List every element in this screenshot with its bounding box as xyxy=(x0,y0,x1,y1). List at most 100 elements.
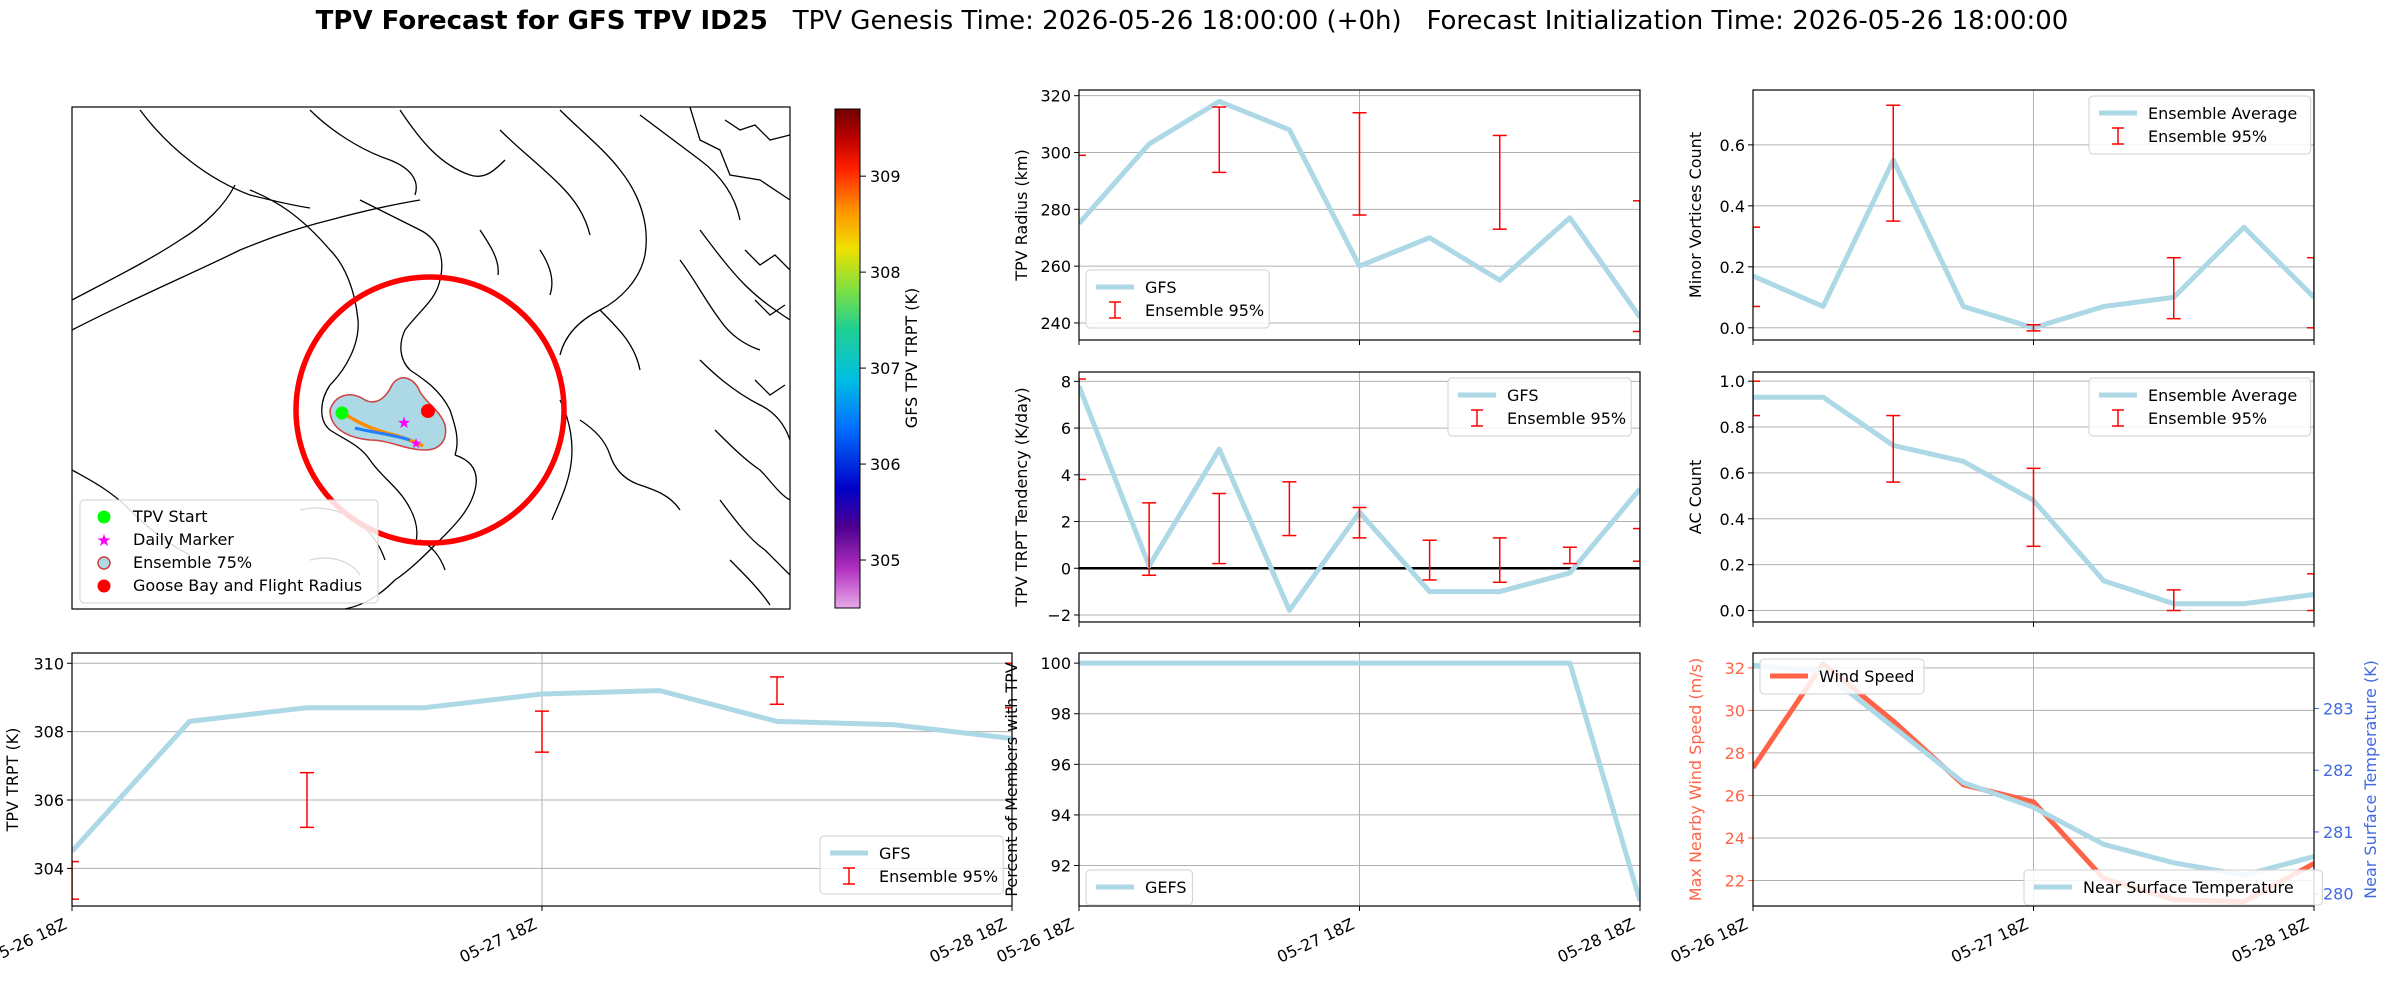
colorbar-tick-label: 309 xyxy=(870,167,901,186)
legend-label: Ensemble Average xyxy=(2148,104,2297,123)
y-tick-label: 280 xyxy=(1040,200,1071,219)
y-tick-label: 308 xyxy=(33,723,64,742)
y-axis-label: Percent of Members with TPV xyxy=(1002,662,1021,896)
plot-area xyxy=(1079,98,1640,333)
panel-tendency: −2 0 2 4 6 8 TPV TRPT Tendency (K/day) GFS Ensem… xyxy=(1012,371,1641,627)
title-init: Forecast Initialization Time: 2026-05-26… xyxy=(1426,6,2069,36)
plot-area xyxy=(72,662,1012,900)
y-axis-label: TPV Radius (km) xyxy=(1012,149,1031,282)
x-tick-label: 05-28 18Z xyxy=(2229,914,2312,966)
y-tick-label: 310 xyxy=(33,654,64,673)
axes-frame xyxy=(1078,371,1641,623)
x-tick-label: 05-27 18Z xyxy=(1948,914,2031,966)
y-tick-label: 0.0 xyxy=(1720,319,1745,338)
colorbar-tick-label: 307 xyxy=(870,359,901,378)
legend-label: GEFS xyxy=(1145,878,1187,897)
title-main: TPV Forecast for GFS TPV ID25 xyxy=(315,6,768,36)
y-tick-label: 6 xyxy=(1061,419,1071,438)
y-tick-label: 240 xyxy=(1040,314,1071,333)
y-tick-label: 94 xyxy=(1051,806,1071,825)
tpv-track: ★ ★ xyxy=(293,274,567,546)
y-tick-label: 1.0 xyxy=(1720,372,1745,391)
y-tick-label: 260 xyxy=(1040,257,1071,276)
legend: Wind Speed xyxy=(1759,658,1925,695)
legend: Ensemble Average Ensemble 95% xyxy=(2088,95,2312,155)
legend: GFS Ensemble 95% xyxy=(1447,377,1632,437)
grid xyxy=(1078,653,1641,906)
legend-frame xyxy=(1759,658,1925,695)
y-tick-label: 26 xyxy=(1725,786,1745,805)
plot-area xyxy=(1753,380,2314,612)
y-tick-label: 306 xyxy=(33,791,64,810)
y-tick-label: 96 xyxy=(1051,755,1071,774)
x-tick-label: 05-28 18Z xyxy=(1555,914,1638,966)
y-tick-label: 300 xyxy=(1040,144,1071,163)
y-tick-label: 320 xyxy=(1040,87,1071,106)
y-tick-label: 0.8 xyxy=(1720,418,1745,437)
legend: Near Surface Temperature xyxy=(2023,869,2323,906)
y-tick-label: 2 xyxy=(1061,513,1071,532)
legend-label: GFS xyxy=(879,844,910,863)
legend-label: Wind Speed xyxy=(1819,667,1914,686)
x-tick-label: 05-27 18Z xyxy=(1274,914,1357,966)
daily-marker-2: ★ xyxy=(410,436,423,452)
y-tick-label: 22 xyxy=(1725,871,1745,890)
legend-tpv-start-swatch xyxy=(97,510,111,524)
panel-percent: 92 94 96 98 100 05-26 18Z 05-27 18Z 05-28 18Z Pe… xyxy=(994,652,1641,967)
colorbar-label: GFS TPV TRPT (K) xyxy=(902,288,921,428)
y-tick-label: 92 xyxy=(1051,857,1071,876)
panel-minor: 0.0 0.2 0.4 0.6 Minor Vortices Count Ensemble… xyxy=(1686,89,2315,345)
y-right-tick-label: 280 xyxy=(2323,885,2354,904)
y-right-axis-label: Near Surface Temperature (K) xyxy=(2361,660,2380,899)
legend-daily-marker-swatch: ★ xyxy=(96,531,111,551)
panel-wind_temp: 22 24 26 28 30 32 05-26 18Z 05-27 18Z 05-28 18Z M… xyxy=(1668,652,2380,967)
plot-area xyxy=(1753,104,2314,332)
y-tick-label: 0.6 xyxy=(1720,136,1745,155)
figure-title: TPV Forecast for GFS TPV ID25 TPV Genesi… xyxy=(0,6,2384,36)
legend-label: Ensemble 95% xyxy=(1507,409,1626,428)
y-axis-label: Minor Vortices Count xyxy=(1686,132,1705,298)
y-tick-label: 0.0 xyxy=(1720,602,1745,621)
axes-frame xyxy=(1752,89,2315,341)
y-axis-label: TPV TRPT (K) xyxy=(3,728,22,833)
legend-goose-bay-swatch xyxy=(97,579,111,593)
panel-radius: 240 260 280 300 320 TPV Radius (km) GFS Ensembl… xyxy=(1012,87,1641,345)
legend-label: Ensemble 95% xyxy=(2148,409,2267,428)
y-tick-label: 0.2 xyxy=(1720,556,1745,575)
y-axis-label: TPV TRPT Tendency (K/day) xyxy=(1012,387,1031,607)
y-tick-label: 0 xyxy=(1061,559,1071,578)
map-coastlines xyxy=(72,107,790,609)
colorbar-tick-label: 305 xyxy=(870,551,901,570)
axes-frame xyxy=(1078,89,1641,341)
y-tick-label: 24 xyxy=(1725,829,1745,848)
axes-frame xyxy=(1752,652,2315,907)
y-tick-label: 98 xyxy=(1051,705,1071,724)
x-tick-label: 05-26 18Z xyxy=(1668,914,1751,966)
legend-label: Ensemble 95% xyxy=(2148,127,2267,146)
map-panel: ★ ★ TPV Start ★ Daily Marker Ensemble 75… xyxy=(71,106,791,610)
legend-label: Ensemble Average xyxy=(2148,386,2297,405)
axes-frame xyxy=(71,652,1013,907)
y-tick-label: 100 xyxy=(1040,654,1071,673)
y-tick-label: 0.6 xyxy=(1720,464,1745,483)
goose-bay-marker xyxy=(421,404,435,418)
title-genesis: TPV Genesis Time: 2026-05-26 18:00:00 (+… xyxy=(792,6,1402,36)
legend-ensemble: Ensemble 75% xyxy=(133,553,252,572)
legend: Ensemble Average Ensemble 95% xyxy=(2088,377,2312,437)
legend: GFS Ensemble 95% xyxy=(819,835,1004,895)
y-tick-label: 304 xyxy=(33,859,64,878)
x-tick-label: 05-26 18Z xyxy=(994,914,1077,966)
legend-label: Near Surface Temperature xyxy=(2083,878,2294,897)
y-tick-label: −2 xyxy=(1047,606,1071,625)
x-tick-label: 05-27 18Z xyxy=(457,914,540,966)
y-axis-label: Max Nearby Wind Speed (m/s) xyxy=(1686,658,1705,901)
colorbar-gradient xyxy=(834,108,861,609)
legend: GEFS xyxy=(1085,869,1193,906)
tpv-start-marker xyxy=(335,406,349,420)
colorbar-tick-label: 308 xyxy=(870,263,901,282)
map-frame xyxy=(71,106,791,610)
daily-marker-1: ★ xyxy=(397,413,411,432)
